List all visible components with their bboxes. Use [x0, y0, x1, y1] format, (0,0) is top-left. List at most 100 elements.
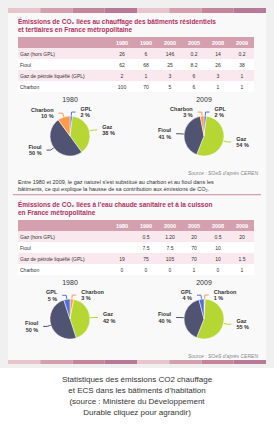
svg-text:2008: 2008	[212, 223, 224, 229]
svg-text:Gaz: Gaz	[102, 124, 112, 130]
svg-text:10: 10	[215, 256, 221, 262]
svg-text:GPL: GPL	[215, 106, 227, 112]
svg-text:Gaz de pétrole liquéfié (GPL): Gaz de pétrole liquéfié (GPL)	[20, 73, 85, 79]
svg-text:0.2: 0.2	[239, 51, 246, 57]
svg-text:0: 0	[217, 267, 220, 273]
svg-text:1: 1	[241, 84, 244, 90]
svg-text:Gaz (hors GPL): Gaz (hors GPL)	[20, 51, 55, 57]
svg-text:2 %: 2 %	[215, 112, 225, 118]
svg-text:3 %: 3 %	[183, 112, 193, 118]
svg-text:2005: 2005	[188, 223, 200, 229]
svg-text:1 %: 1 %	[214, 295, 224, 301]
svg-text:2008: 2008	[212, 40, 224, 46]
svg-text:1990: 1990	[140, 40, 152, 46]
svg-text:1.5: 1.5	[239, 256, 246, 262]
svg-text:bâtiments, ce qui explique la: bâtiments, ce qui explique la hausse de …	[18, 186, 210, 192]
svg-text:Fioul: Fioul	[25, 320, 39, 326]
svg-text:41 %: 41 %	[159, 134, 172, 140]
svg-text:6: 6	[193, 73, 196, 79]
svg-text:75: 75	[143, 256, 149, 262]
svg-text:7.5: 7.5	[143, 245, 150, 251]
svg-text:GPL: GPL	[181, 289, 193, 295]
svg-text:Source : SOeS d’après CEREN: Source : SOeS d’après CEREN	[188, 353, 258, 359]
svg-text:2005: 2005	[188, 40, 200, 46]
svg-text:Charbon: Charbon	[170, 106, 193, 112]
svg-text:2: 2	[121, 73, 124, 79]
svg-text:1980: 1980	[116, 40, 128, 46]
svg-text:50 %: 50 %	[26, 327, 39, 333]
svg-text:1980: 1980	[62, 279, 78, 286]
svg-text:19: 19	[119, 256, 125, 262]
svg-text:Fioul: Fioul	[158, 127, 172, 133]
svg-text:0.2: 0.2	[191, 51, 198, 57]
svg-text:1: 1	[241, 73, 244, 79]
svg-text:146: 146	[166, 51, 175, 57]
svg-text:1: 1	[145, 73, 148, 79]
svg-text:et ECS dans les bâtiments d’ha: et ECS dans les bâtiments d’habitation	[68, 386, 205, 395]
svg-text:5: 5	[169, 84, 172, 90]
svg-text:Gaz: Gaz	[103, 311, 113, 317]
svg-text:2009: 2009	[196, 96, 212, 103]
svg-text:7.5: 7.5	[167, 245, 174, 251]
svg-text:1: 1	[217, 84, 220, 90]
svg-text:Charbon: Charbon	[20, 84, 39, 90]
svg-text:2 %: 2 %	[81, 112, 91, 118]
svg-text:et tertiaires en France métrop: et tertiaires en France métropolitaine	[18, 26, 133, 34]
svg-text:3: 3	[169, 73, 172, 79]
svg-text:2000: 2000	[164, 223, 176, 229]
svg-text:26: 26	[215, 62, 221, 68]
svg-text:25: 25	[167, 62, 173, 68]
svg-text:Source : SOeS d’après CEREN: Source : SOeS d’après CEREN	[188, 170, 258, 176]
svg-text:Entre 1980 et 2009, le gaz nat: Entre 1980 et 2009, le gaz naturel s’est…	[18, 179, 214, 185]
svg-text:2009: 2009	[236, 40, 248, 46]
svg-text:5 %: 5 %	[48, 296, 58, 302]
svg-text:1: 1	[193, 267, 196, 273]
svg-text:Gaz: Gaz	[236, 318, 246, 324]
svg-text:Charbon: Charbon	[31, 107, 54, 113]
svg-text:0.5: 0.5	[215, 234, 222, 240]
svg-text:Émissions de CO₂ liées à l’eau: Émissions de CO₂ liées à l’eau chaude sa…	[18, 200, 212, 208]
svg-text:Charbon: Charbon	[20, 267, 39, 273]
svg-text:Durable cliquez pour agrandir): Durable cliquez pour agrandir)	[83, 408, 191, 417]
svg-text:3: 3	[217, 73, 220, 79]
svg-text:Charbon: Charbon	[214, 289, 237, 295]
svg-text:50 %: 50 %	[29, 150, 42, 156]
svg-text:68: 68	[143, 62, 149, 68]
svg-text:26: 26	[119, 51, 125, 57]
svg-text:1: 1	[241, 267, 244, 273]
svg-text:55 %: 55 %	[236, 324, 249, 330]
svg-text:Fioul: Fioul	[20, 62, 31, 68]
svg-text:Fioul: Fioul	[158, 311, 172, 317]
svg-text:6: 6	[145, 51, 148, 57]
svg-text:10 %: 10 %	[41, 113, 54, 119]
svg-text:Charbon: Charbon	[81, 289, 104, 295]
svg-text:6: 6	[193, 84, 196, 90]
svg-text:14: 14	[215, 51, 221, 57]
svg-text:1.20: 1.20	[165, 234, 175, 240]
svg-text:100: 100	[118, 84, 127, 90]
svg-text:105: 105	[166, 256, 175, 262]
svg-text:0: 0	[121, 267, 124, 273]
svg-text:Fioul: Fioul	[20, 245, 31, 251]
svg-text:38: 38	[239, 62, 245, 68]
svg-text:(source : Ministère du Dévelop: (source : Ministère du Développement	[69, 397, 205, 406]
svg-text:en France métropolitaine: en France métropolitaine	[18, 209, 96, 217]
svg-text:2009: 2009	[196, 279, 212, 286]
svg-text:20: 20	[239, 234, 245, 240]
svg-text:3 %: 3 %	[81, 295, 91, 301]
svg-text:20: 20	[191, 234, 197, 240]
svg-text:GPL: GPL	[46, 289, 58, 295]
svg-text:40 %: 40 %	[159, 318, 172, 324]
svg-text:70: 70	[191, 256, 197, 262]
svg-text:Statistiques des émissions CO2: Statistiques des émissions CO2 chauffage	[62, 375, 213, 384]
svg-text:70: 70	[191, 245, 197, 251]
svg-text:0: 0	[169, 267, 172, 273]
svg-text:Gaz (hors GPL): Gaz (hors GPL)	[20, 234, 55, 240]
svg-text:Fioul: Fioul	[28, 144, 42, 150]
svg-text:1980: 1980	[62, 96, 78, 103]
svg-text:Gaz de pétrole liquéfié (GPL): Gaz de pétrole liquéfié (GPL)	[20, 256, 85, 262]
svg-text:1980: 1980	[116, 223, 128, 229]
svg-text:GPL: GPL	[81, 106, 93, 112]
svg-text:2009: 2009	[236, 223, 248, 229]
svg-text:10: 10	[215, 245, 221, 251]
